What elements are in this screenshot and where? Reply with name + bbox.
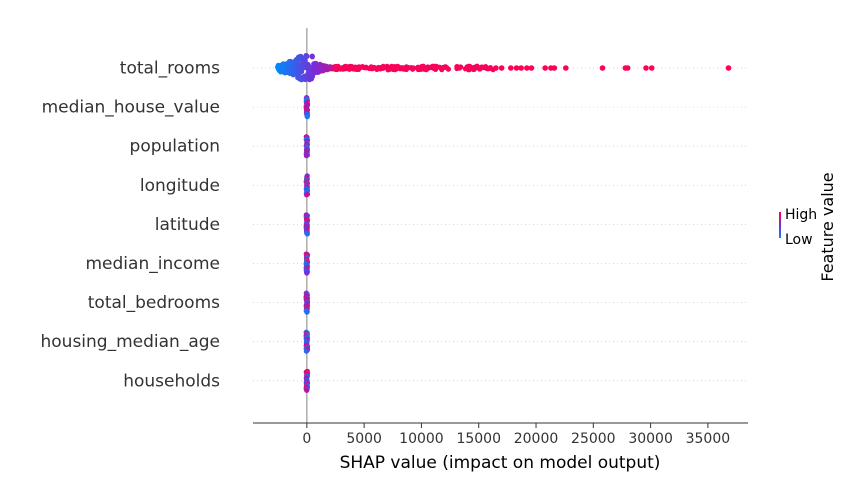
point-total_rooms — [415, 66, 421, 73]
point-total_rooms — [299, 61, 305, 67]
point-households — [304, 387, 310, 393]
point-total_rooms — [291, 70, 297, 76]
point-population — [303, 153, 310, 159]
x-tick-label: 10000 — [399, 431, 444, 447]
point-total_rooms — [454, 65, 460, 72]
point-total_rooms — [487, 65, 493, 71]
point-total_rooms — [293, 56, 300, 63]
point-total_rooms-outlier — [643, 65, 649, 71]
point-total_rooms — [333, 64, 339, 70]
point-total_rooms-outlier — [498, 65, 505, 71]
point-total_rooms — [411, 65, 417, 71]
x-tick-label: 30000 — [628, 431, 673, 447]
point-median_income — [304, 270, 310, 276]
point-total_rooms-outlier — [508, 65, 514, 71]
point-total_rooms-outlier — [563, 65, 569, 71]
point-total_rooms-outlier — [524, 65, 530, 71]
feature-label-total_rooms: total_rooms — [120, 59, 220, 79]
colorbar-low-label: Low — [785, 232, 813, 248]
point-total_rooms — [343, 64, 349, 70]
point-total_rooms-outlier — [551, 65, 558, 71]
point-total_rooms — [444, 65, 450, 71]
point-total_rooms — [295, 71, 301, 77]
point-median_house_value — [304, 114, 310, 120]
feature-label-median_income: median_income — [86, 254, 221, 274]
point-total_rooms-outlier — [648, 65, 655, 71]
x-tick-label: 25000 — [571, 431, 616, 447]
point-total_rooms — [275, 64, 281, 70]
point-total_rooms — [280, 67, 286, 74]
point-total_rooms — [420, 63, 426, 69]
point-total_rooms — [302, 75, 308, 81]
point-total_rooms-outlier — [493, 65, 499, 71]
point-total_bedrooms — [304, 309, 310, 315]
x-tick-label: 20000 — [514, 431, 559, 447]
point-total_rooms-outlier — [518, 65, 524, 71]
x-axis: 0 5000 10000 15000 20000 25000 30000 35000 — [253, 422, 748, 447]
point-total_rooms-outlier — [624, 65, 631, 71]
colorbar-title: Feature value — [818, 172, 837, 281]
point-total_rooms — [308, 76, 315, 82]
shap-points — [275, 53, 732, 393]
point-total_rooms — [321, 63, 327, 69]
point-total_rooms-outlier — [513, 65, 520, 71]
point-total_rooms-outlier — [528, 65, 535, 71]
feature-label-longitude: longitude — [140, 176, 220, 196]
feature-rows: total_rooms median_house_value population l… — [41, 59, 748, 391]
point-total_rooms — [348, 65, 354, 72]
point-total_rooms-outlier — [599, 65, 606, 71]
point-total_rooms — [356, 64, 362, 70]
point-housing_median_age — [303, 348, 309, 354]
colorbar-high-label: High — [785, 207, 817, 223]
point-latitude — [304, 231, 310, 237]
point-total_rooms — [304, 63, 310, 70]
x-tick-label: 5000 — [346, 431, 382, 447]
point-total_rooms — [300, 55, 306, 61]
feature-label-population: population — [130, 137, 220, 157]
point-total_rooms — [289, 63, 295, 69]
point-total_rooms — [327, 64, 333, 70]
point-total_rooms-outlier — [725, 65, 732, 71]
point-total_rooms — [319, 68, 325, 74]
x-tick-label: 35000 — [686, 431, 731, 447]
point-total_rooms — [475, 64, 481, 70]
point-total_rooms — [399, 65, 406, 71]
point-total_rooms — [406, 65, 412, 71]
point-total_rooms — [371, 64, 377, 71]
x-tick-label: 0 — [302, 431, 311, 447]
colorbar-gradient — [779, 212, 781, 238]
point-total_rooms — [286, 58, 293, 65]
feature-label-latitude: latitude — [155, 215, 220, 235]
point-total_rooms — [297, 76, 303, 82]
point-total_rooms — [394, 64, 400, 70]
feature-label-households: households — [123, 371, 220, 391]
point-total_rooms — [439, 67, 445, 73]
x-axis-label: SHAP value (impact on model output) — [340, 453, 661, 473]
point-total_rooms — [338, 65, 344, 71]
point-total_rooms — [481, 65, 487, 71]
feature-label-total_bedrooms: total_bedrooms — [88, 293, 220, 313]
x-tick-label: 15000 — [456, 431, 501, 447]
feature-label-housing_median_age: housing_median_age — [41, 332, 221, 352]
colorbar: High Low Feature value — [779, 172, 837, 282]
point-total_rooms — [285, 69, 291, 75]
point-total_rooms — [366, 65, 373, 72]
point-total_rooms-outlier — [542, 65, 548, 71]
point-total_rooms — [430, 63, 436, 69]
feature-label-median_house_value: median_house_value — [42, 98, 220, 118]
point-total_rooms — [294, 64, 301, 70]
point-total_rooms — [313, 60, 319, 67]
point-total_rooms — [312, 69, 318, 75]
point-longitude — [303, 192, 310, 198]
point-total_rooms — [377, 66, 383, 72]
point-total_rooms — [280, 62, 286, 68]
point-total_rooms — [467, 64, 473, 70]
point-total_rooms — [309, 53, 315, 59]
